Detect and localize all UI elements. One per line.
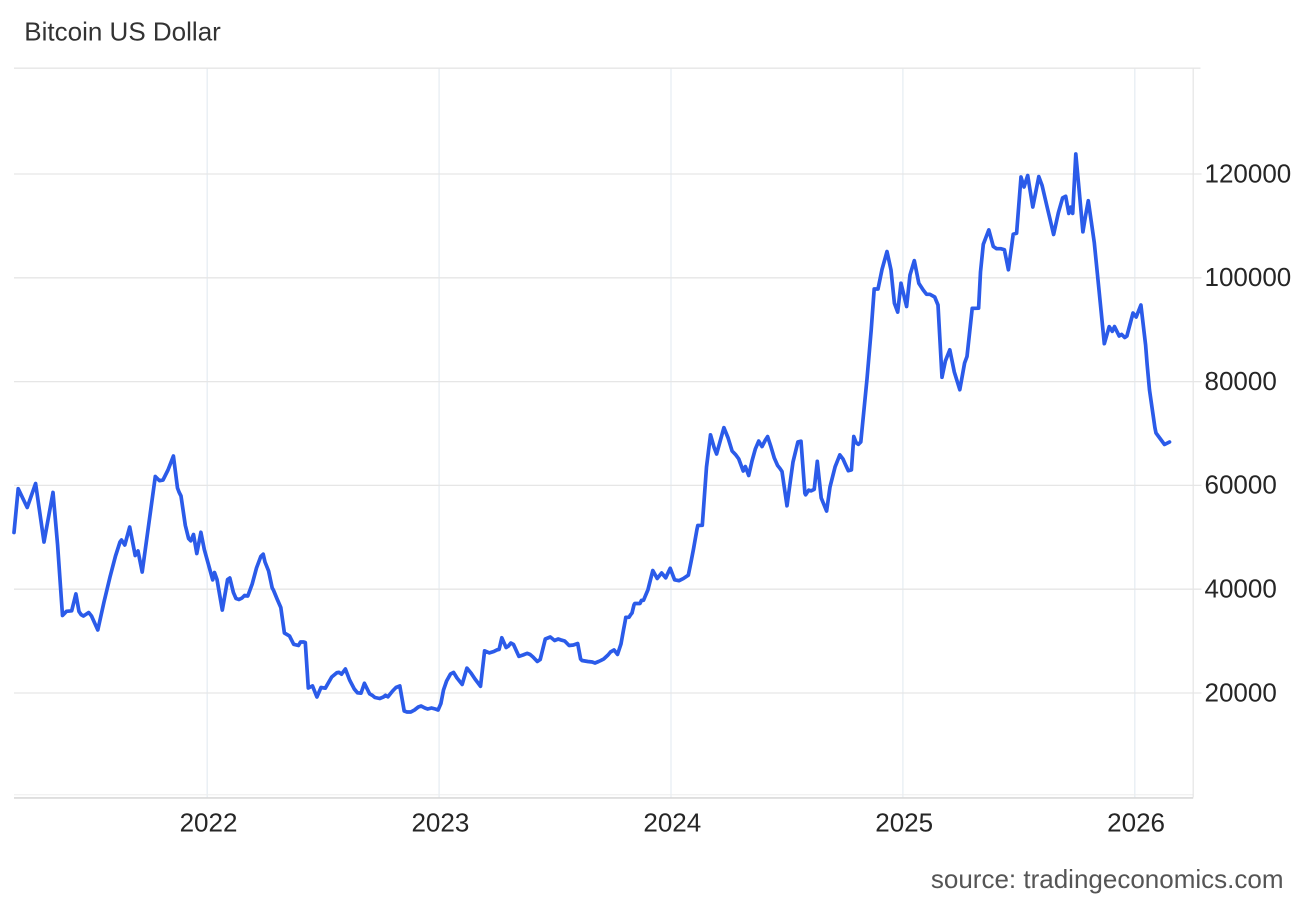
svg-text:2023: 2023 xyxy=(411,808,469,838)
svg-text:source: tradingeconomics.com: source: tradingeconomics.com xyxy=(931,864,1284,894)
svg-text:2026: 2026 xyxy=(1107,808,1165,838)
svg-text:2025: 2025 xyxy=(875,808,933,838)
svg-text:60000: 60000 xyxy=(1205,470,1277,500)
svg-text:80000: 80000 xyxy=(1205,366,1277,396)
svg-text:100000: 100000 xyxy=(1205,262,1292,292)
svg-text:2022: 2022 xyxy=(180,808,238,838)
svg-text:2024: 2024 xyxy=(643,808,701,838)
svg-text:120000: 120000 xyxy=(1205,158,1292,188)
svg-text:20000: 20000 xyxy=(1205,677,1277,707)
svg-text:Bitcoin US Dollar: Bitcoin US Dollar xyxy=(24,17,221,47)
svg-text:40000: 40000 xyxy=(1205,574,1277,604)
